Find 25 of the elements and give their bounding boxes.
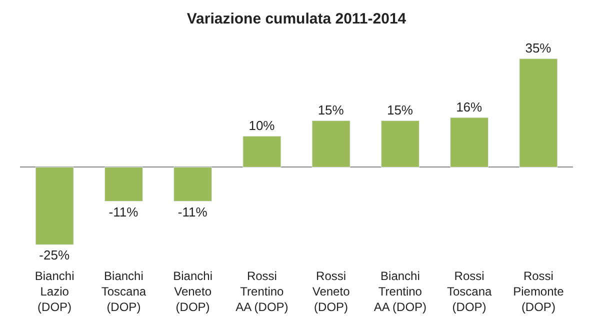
bar	[242, 136, 282, 168]
bar	[519, 58, 558, 168]
bar	[312, 120, 350, 168]
data-label: 10%	[248, 118, 276, 134]
data-label: -25%	[39, 248, 70, 263]
bar	[380, 120, 420, 168]
x-tick-label: Rossi Piemonte (DOP)	[513, 269, 564, 314]
data-label: 16%	[456, 100, 483, 115]
x-tick-label: Bianchi Trentino AA (DOP)	[374, 269, 427, 314]
data-label: 15%	[386, 102, 414, 118]
bar	[174, 166, 212, 202]
x-tick-label: Rossi Trentino AA (DOP)	[236, 269, 288, 314]
bar	[450, 117, 489, 168]
x-tick-label: Rossi Toscana (DOP)	[446, 269, 492, 314]
x-tick-label: Rossi Veneto (DOP)	[312, 269, 350, 314]
x-tick-label: Bianchi Veneto (DOP)	[173, 269, 212, 314]
data-label: 15%	[318, 102, 344, 118]
bar	[104, 166, 143, 202]
data-label: -11%	[178, 204, 208, 220]
x-tick-label: Bianchi Toscana (DOP)	[101, 269, 146, 314]
data-label: -11%	[108, 204, 139, 220]
data-label: 35%	[525, 40, 552, 56]
x-tick-label: Bianchi Lazio (DOP)	[34, 269, 74, 314]
chart-title: Variazione cumulata 2011-2014	[186, 10, 407, 28]
bar	[35, 166, 74, 245]
